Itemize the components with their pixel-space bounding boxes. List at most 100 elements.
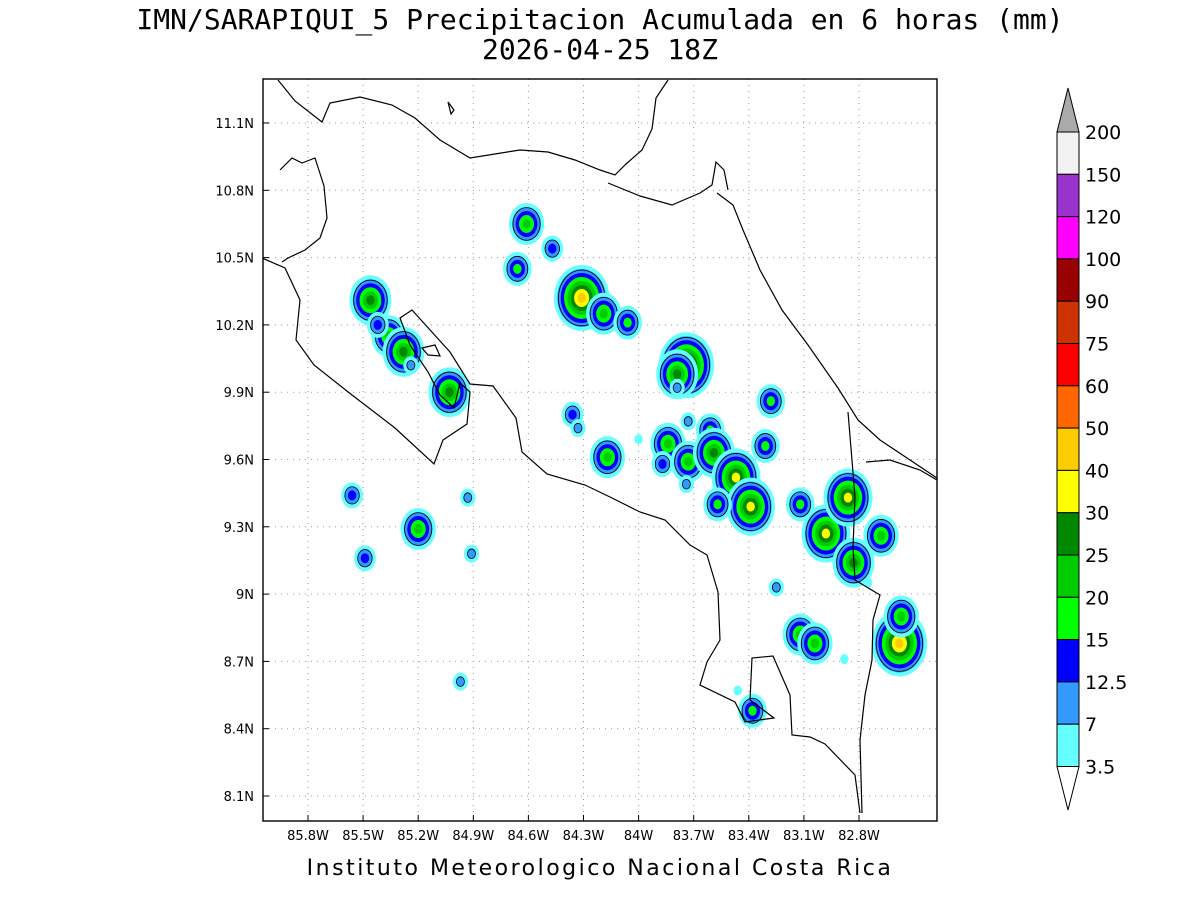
precip-cell (751, 429, 780, 464)
precip-contour (748, 705, 757, 716)
precip-cell (840, 654, 849, 665)
precip-contour (840, 654, 849, 665)
lat-tick-label: 8.1N (224, 790, 254, 805)
precip-contour (513, 263, 522, 274)
precip-cell (366, 311, 389, 338)
precip-contour-line (760, 388, 782, 415)
precip-contour (373, 319, 382, 330)
precip-contour-line (344, 486, 360, 505)
precip-contour-line (683, 416, 693, 427)
precip-cell (863, 514, 899, 557)
colorbar-swatch (1056, 385, 1080, 429)
precip-contour (663, 438, 673, 449)
precip-cell (354, 545, 376, 572)
colorbar-swatch (1056, 723, 1080, 768)
precip-contour (843, 492, 853, 503)
colorbar-level-label: 200 (1085, 122, 1121, 144)
map-title: IMN/SARAPIQUI_5 Precipitacion Acumulada … (136, 3, 1064, 36)
island-lake (447, 101, 455, 116)
precip-contour-line (754, 433, 777, 459)
precip-cell (452, 672, 469, 691)
colorbar-level-label: 12.5 (1085, 672, 1127, 694)
precip-contour (366, 295, 375, 306)
precip-cell (883, 595, 919, 638)
nicaragua-lake-shore (277, 79, 669, 176)
colorbar-level-label: 50 (1085, 418, 1109, 440)
precip-contour (746, 501, 755, 512)
colorbar-level-label: 30 (1085, 503, 1109, 525)
precip-cell (726, 477, 775, 536)
precip-cell (541, 235, 564, 262)
precip-cell (680, 412, 696, 431)
colorbar-level-label: 100 (1085, 249, 1121, 271)
colorbar-swatch (1056, 554, 1080, 598)
precip-contour-line (771, 582, 781, 593)
precip-contour (713, 499, 722, 510)
precip-contour (683, 456, 693, 467)
precip-contour (347, 490, 357, 501)
lon-tick-label: 82.8W (838, 829, 880, 844)
precip-cell (589, 436, 626, 479)
precip-contour-line (406, 360, 416, 371)
colorbar-swatch (1056, 596, 1080, 641)
precip-cell (382, 326, 425, 377)
precip-contour (897, 611, 906, 622)
lat-tick-label: 10.5N (215, 252, 254, 267)
colorbar-level-label: 75 (1085, 334, 1109, 356)
precip-contour-line (512, 207, 541, 241)
precip-contour (683, 416, 693, 427)
precip-cell (403, 356, 419, 375)
caribbean-coast (716, 192, 937, 479)
precip-contour (467, 548, 476, 559)
colorbar-swatch (1056, 173, 1080, 218)
north-border-inland (607, 160, 729, 206)
colorbar-level-label: 90 (1085, 291, 1109, 313)
colorbar-level-label: 15 (1085, 630, 1109, 652)
gulf-island (420, 344, 441, 357)
precip-contour (731, 472, 741, 483)
precip-contour-line (467, 548, 476, 559)
colorbar-swatch (1056, 469, 1080, 514)
precip-contour-line (887, 599, 916, 634)
longitude-axis: 85.8W 85.5W 85.2W 84.9W 84.6W 84.3W 84W 83.7W 83… (287, 815, 880, 844)
precip-contour (810, 638, 820, 649)
lat-tick-label: 10.8N (215, 184, 254, 199)
colorbar-swatch (1056, 343, 1080, 387)
colorbar-level-label: 3.5 (1085, 757, 1115, 779)
precip-cell (428, 367, 471, 418)
lon-tick-label: 84.6W (507, 829, 549, 844)
precip-contour (414, 524, 423, 535)
precip-contour-line (672, 382, 682, 393)
precip-cell (823, 468, 873, 527)
colorbar-swatch (1056, 131, 1080, 175)
precip-contour-line (573, 422, 583, 434)
lon-tick-label: 84.3W (563, 829, 605, 844)
precip-cell (768, 578, 784, 597)
precip-contour-line (706, 491, 729, 518)
precip-contour (634, 434, 643, 445)
colorbar-swatch (1056, 258, 1080, 302)
precip-cell (341, 482, 363, 509)
precip-contour (672, 382, 682, 393)
precip-cell (634, 434, 643, 445)
lat-tick-label: 11.1N (215, 117, 254, 132)
precip-cell (756, 384, 786, 419)
colorbar-level-label: 40 (1085, 460, 1109, 482)
precip-cell (400, 508, 436, 551)
lon-tick-label: 85.5W (342, 829, 384, 844)
lon-tick-label: 84W (624, 829, 654, 844)
colorbar-swatch (1056, 427, 1080, 471)
precip-contour-line (827, 473, 869, 523)
latitude-axis: 11.1N 10.8N 10.5N 10.2N 9.9N 9.6N 9.3N 9N 8.7N 8.… (215, 117, 269, 805)
precip-contour (568, 409, 577, 420)
precip-cell (586, 292, 622, 335)
precip-contour (796, 499, 805, 510)
precip-contour (709, 447, 719, 458)
map-frame (262, 78, 938, 822)
precip-contour (863, 577, 873, 588)
precip-contour-line (654, 454, 671, 474)
precip-contour-line (432, 371, 467, 413)
colorbar-level-label: 60 (1085, 376, 1109, 398)
precipitation-field (341, 202, 928, 728)
colorbar-swatch (1056, 300, 1080, 345)
